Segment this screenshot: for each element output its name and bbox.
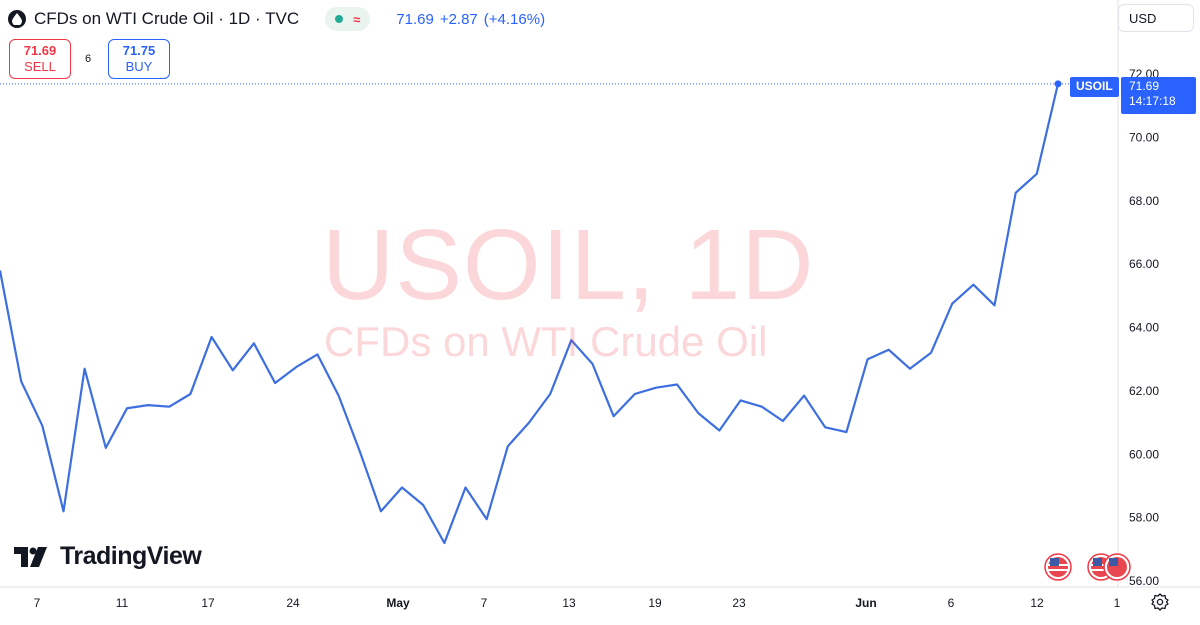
bar-countdown: 14:17:18: [1129, 94, 1176, 108]
price-series-line: [0, 83, 1060, 545]
x-tick-label: 12: [1030, 596, 1044, 610]
x-tick-label: 24: [286, 596, 300, 610]
price-change: +2.87: [439, 10, 478, 28]
market-open-icon: [335, 15, 344, 23]
sell-label: SELL: [24, 59, 56, 74]
x-tick-label: 11: [116, 596, 129, 610]
tradingview-logo-text: TradingView: [60, 542, 202, 570]
tradingview-logo[interactable]: TradingView: [14, 542, 202, 571]
x-tick-label: 1: [1114, 596, 1121, 610]
x-tick-label: 6: [948, 596, 955, 610]
last-price-label-value: 71.69: [1129, 79, 1160, 93]
y-axis-ticks: 56.00 58.00 60.00 62.00 64.00 66.00 68.00 70.00…: [1129, 67, 1159, 588]
y-tick-label: 64.00: [1129, 321, 1159, 335]
x-tick-label: 19: [648, 596, 662, 610]
price-points: [1054, 80, 1062, 88]
x-tick-label: May: [386, 596, 410, 610]
x-axis-ticks: 7 11 17 24 May 7 13 19 23 Jun 6 12 1: [34, 596, 1121, 610]
y-tick-label: 56.00: [1129, 574, 1159, 588]
us-flag-icon[interactable]: [1044, 553, 1072, 581]
settings-gear-icon[interactable]: [1150, 592, 1170, 612]
symbol-tag: USOIL: [1070, 77, 1119, 97]
delayed-data-icon: ≈: [353, 11, 361, 27]
axis-lines: [0, 0, 1200, 588]
oil-drop-icon: [8, 10, 26, 28]
y-tick-label: 62.00: [1129, 384, 1159, 398]
event-flags[interactable]: [1044, 553, 1131, 581]
last-price: 71.69: [396, 10, 434, 28]
watermark-name: CFDs on WTI Crude Oil: [324, 318, 768, 365]
watermark-symbol: USOIL, 1D: [322, 209, 815, 321]
sell-button[interactable]: 71.69 SELL: [9, 39, 71, 79]
chart-title[interactable]: CFDs on WTI Crude Oil · 1D · TVC: [34, 9, 300, 28]
price-summary: 71.69 +2.87 (+4.16%): [396, 11, 545, 28]
last-price-point: [1054, 80, 1062, 88]
y-tick-label: 70.00: [1129, 130, 1159, 144]
buy-button[interactable]: 71.75 BUY: [108, 39, 170, 79]
x-tick-label: 13: [562, 596, 576, 610]
market-status-pill[interactable]: ≈: [325, 7, 371, 31]
y-tick-label: 68.00: [1129, 194, 1159, 208]
y-tick-label: 58.00: [1129, 511, 1159, 525]
us-flag-icon[interactable]: [1103, 553, 1131, 581]
y-tick-label: 60.00: [1129, 447, 1159, 461]
price-change-percent: (+4.16%): [483, 10, 546, 28]
tradingview-logo-icon: [14, 546, 47, 567]
spread-value: 6: [85, 53, 92, 65]
buy-label: BUY: [125, 59, 153, 74]
currency-selector[interactable]: USD: [1118, 4, 1194, 32]
sell-price: 71.69: [23, 43, 57, 58]
x-tick-label: 7: [34, 596, 41, 610]
chart-legend: CFDs on WTI Crude Oil · 1D · TVC ≈ 71.69…: [8, 6, 545, 32]
buy-price: 71.75: [122, 43, 156, 58]
x-tick-label: 23: [732, 596, 746, 610]
x-tick-label: Jun: [855, 596, 876, 610]
x-tick-label: 7: [481, 596, 488, 610]
x-tick-label: 17: [201, 596, 215, 610]
last-price-label: 71.69 14:17:18: [1121, 77, 1196, 114]
y-tick-label: 66.00: [1129, 257, 1159, 271]
